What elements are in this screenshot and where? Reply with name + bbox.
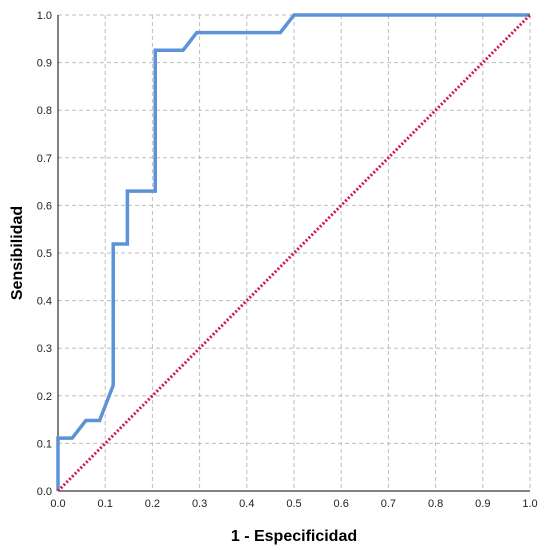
y-tick-label: 0.7 [37,153,52,165]
series [56,13,532,493]
x-tick-label: 0.6 [334,498,349,510]
y-axis-title: Sensibilidad [9,206,26,300]
x-tick-label: 0.8 [428,498,443,510]
x-tick-label: 0.1 [98,498,113,510]
y-tick-label: 0.3 [37,343,52,355]
roc-curve-line [56,13,530,491]
y-tick-label: 0.6 [37,200,52,212]
x-tick-label: 0.2 [145,498,160,510]
x-axis-title: 1 - Especificidad [231,528,357,545]
x-tick-label: 0.7 [381,498,396,510]
y-tick-label: 0.0 [37,486,52,498]
y-tick-label: 0.9 [37,58,52,70]
x-tick-label: 1.0 [522,498,537,510]
y-tick-label: 0.2 [37,391,52,403]
y-tick-label: 1.0 [37,10,52,22]
axes [57,15,530,492]
tick-labels: 0.0 0.1 0.2 0.3 0.4 0.5 0.6 0.7 0.8 0.9 1.0 0.0 0.1 0… [37,10,538,510]
y-tick-label: 0.1 [37,438,52,450]
x-tick-label: 0.3 [192,498,207,510]
y-tick-label: 0.4 [37,296,52,308]
y-tick-label: 0.8 [37,105,52,117]
grid [58,14,531,491]
y-tick-label: 0.5 [37,248,52,260]
x-tick-label: 0.9 [475,498,490,510]
x-tick-label: 0.5 [286,498,301,510]
x-tick-label: 0.4 [239,498,254,510]
x-tick-label: 0.0 [50,498,65,510]
